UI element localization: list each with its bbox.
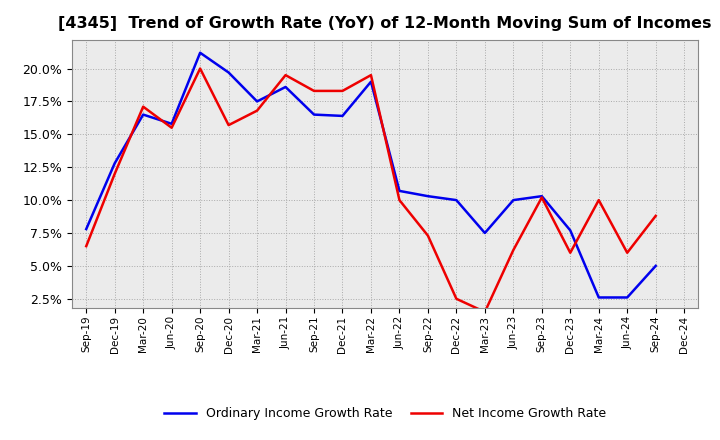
Net Income Growth Rate <box>595 198 603 203</box>
Ordinary Income Growth Rate <box>282 84 290 90</box>
Ordinary Income Growth Rate <box>366 79 375 84</box>
Net Income Growth Rate <box>366 73 375 78</box>
Ordinary Income Growth Rate <box>423 194 432 199</box>
Ordinary Income Growth Rate <box>338 113 347 118</box>
Line: Ordinary Income Growth Rate: Ordinary Income Growth Rate <box>86 53 656 297</box>
Net Income Growth Rate <box>282 73 290 78</box>
Net Income Growth Rate <box>623 250 631 255</box>
Ordinary Income Growth Rate <box>623 295 631 300</box>
Ordinary Income Growth Rate <box>196 50 204 55</box>
Ordinary Income Growth Rate <box>139 112 148 117</box>
Ordinary Income Growth Rate <box>652 263 660 268</box>
Net Income Growth Rate <box>225 122 233 128</box>
Net Income Growth Rate <box>537 195 546 200</box>
Net Income Growth Rate <box>480 309 489 315</box>
Ordinary Income Growth Rate <box>310 112 318 117</box>
Ordinary Income Growth Rate <box>225 70 233 75</box>
Ordinary Income Growth Rate <box>595 295 603 300</box>
Ordinary Income Growth Rate <box>82 227 91 232</box>
Net Income Growth Rate <box>395 198 404 203</box>
Net Income Growth Rate <box>82 243 91 249</box>
Net Income Growth Rate <box>509 247 518 253</box>
Net Income Growth Rate <box>167 125 176 130</box>
Legend: Ordinary Income Growth Rate, Net Income Growth Rate: Ordinary Income Growth Rate, Net Income … <box>159 402 611 425</box>
Net Income Growth Rate <box>423 233 432 238</box>
Ordinary Income Growth Rate <box>167 121 176 126</box>
Net Income Growth Rate <box>110 171 119 176</box>
Ordinary Income Growth Rate <box>395 188 404 194</box>
Ordinary Income Growth Rate <box>452 198 461 203</box>
Ordinary Income Growth Rate <box>253 99 261 104</box>
Net Income Growth Rate <box>452 296 461 301</box>
Ordinary Income Growth Rate <box>566 228 575 233</box>
Net Income Growth Rate <box>139 104 148 109</box>
Net Income Growth Rate <box>566 250 575 255</box>
Ordinary Income Growth Rate <box>509 198 518 203</box>
Line: Net Income Growth Rate: Net Income Growth Rate <box>86 69 656 312</box>
Net Income Growth Rate <box>196 66 204 71</box>
Title: [4345]  Trend of Growth Rate (YoY) of 12-Month Moving Sum of Incomes: [4345] Trend of Growth Rate (YoY) of 12-… <box>58 16 712 32</box>
Ordinary Income Growth Rate <box>110 161 119 166</box>
Ordinary Income Growth Rate <box>480 231 489 236</box>
Net Income Growth Rate <box>338 88 347 94</box>
Ordinary Income Growth Rate <box>537 194 546 199</box>
Net Income Growth Rate <box>253 108 261 113</box>
Net Income Growth Rate <box>310 88 318 94</box>
Net Income Growth Rate <box>652 213 660 219</box>
